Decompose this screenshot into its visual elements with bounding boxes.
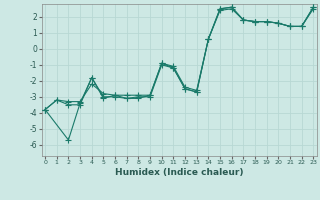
X-axis label: Humidex (Indice chaleur): Humidex (Indice chaleur) [115,168,244,177]
